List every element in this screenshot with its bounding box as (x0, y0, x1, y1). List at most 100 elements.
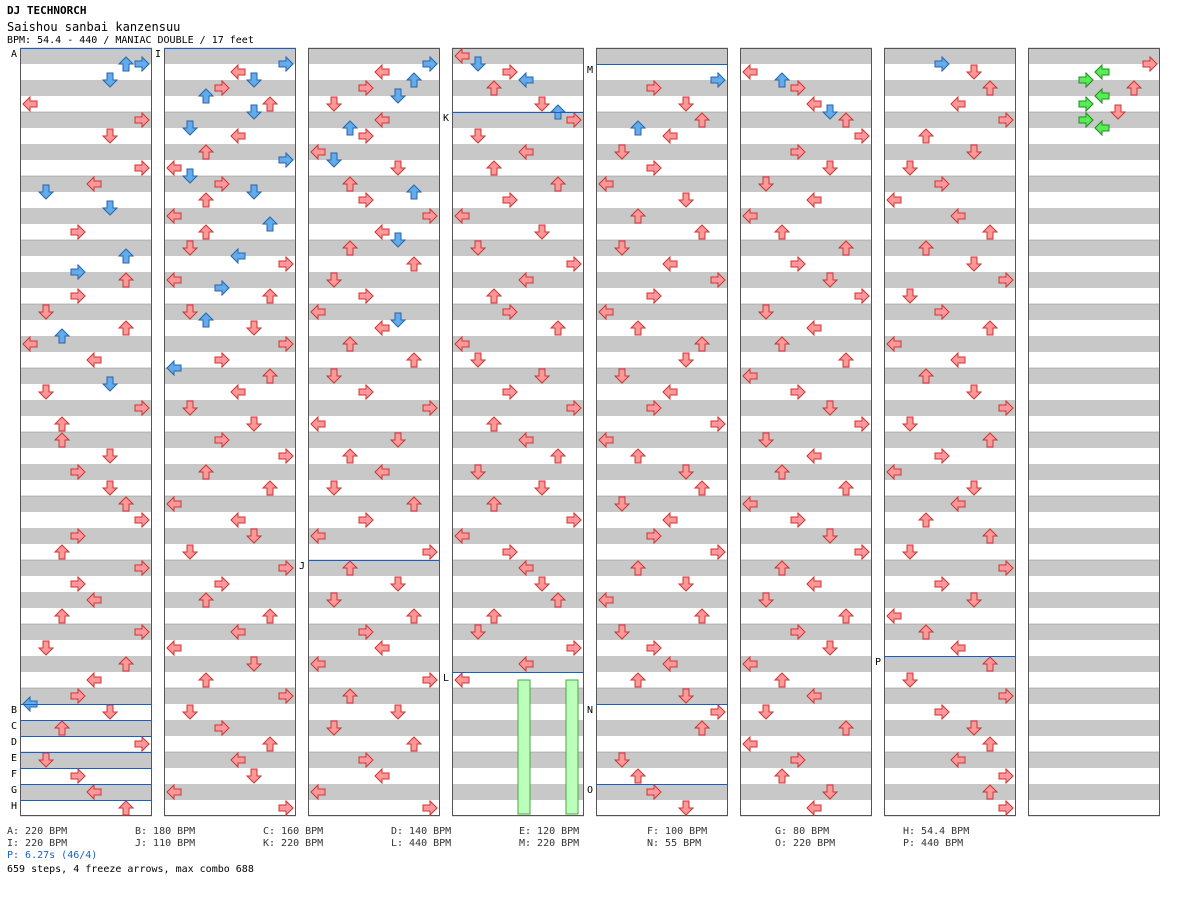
step-arrow (101, 72, 119, 88)
step-arrow (533, 576, 551, 592)
step-arrow (197, 224, 215, 240)
beat-stripe (596, 240, 728, 256)
beat-stripe (20, 240, 152, 256)
step-arrow (965, 720, 983, 736)
step-arrow (629, 208, 647, 224)
step-arrow (533, 368, 551, 384)
step-arrow (790, 511, 806, 529)
step-arrow (790, 143, 806, 161)
beat-stripe (20, 400, 152, 416)
step-arrow (86, 351, 102, 369)
beat-stripe (740, 496, 872, 512)
beat-stripe (164, 80, 296, 96)
beat-stripe (452, 176, 584, 192)
step-arrow (998, 687, 1014, 705)
beat-stripe (596, 144, 728, 160)
beat-stripe (452, 272, 584, 288)
step-arrow (790, 751, 806, 769)
beat-stripe (884, 496, 1016, 512)
beat-stripe (164, 400, 296, 416)
step-arrow (710, 71, 726, 89)
beat-stripe (596, 432, 728, 448)
beat-stripe (164, 784, 296, 800)
beat-stripe (740, 720, 872, 736)
step-arrow (485, 288, 503, 304)
beat-stripe (20, 144, 152, 160)
beat-stripe (740, 208, 872, 224)
column-border (884, 48, 1016, 816)
beat-stripe (1028, 624, 1160, 640)
beat-stripe (596, 112, 728, 128)
step-arrow (965, 592, 983, 608)
step-arrow (646, 639, 662, 657)
beat-stripe (452, 240, 584, 256)
step-arrow (261, 96, 279, 112)
step-arrow (693, 224, 711, 240)
step-arrow (181, 120, 199, 136)
step-arrow (358, 751, 374, 769)
beat-stripe (1028, 560, 1160, 576)
step-arrow (757, 304, 775, 320)
bpm-marker-label: L (443, 673, 449, 684)
step-arrow (358, 623, 374, 641)
step-arrow (197, 592, 215, 608)
beat-stripe (884, 272, 1016, 288)
step-arrow (197, 312, 215, 328)
step-arrow (37, 640, 55, 656)
step-arrow (101, 480, 119, 496)
step-arrow (677, 96, 695, 112)
beat-stripe (308, 688, 440, 704)
step-arrow (950, 495, 966, 513)
bpm-marker-label: C (11, 721, 17, 732)
beat-stripe (452, 496, 584, 512)
beat-stripe (1028, 496, 1160, 512)
step-arrow (230, 63, 246, 81)
beat-stripe (596, 368, 728, 384)
beat-stripe (596, 592, 728, 608)
step-arrow (389, 160, 407, 176)
step-arrow (278, 447, 294, 465)
step-arrow (662, 511, 678, 529)
step-arrow (374, 319, 390, 337)
step-arrow (166, 159, 182, 177)
step-arrow (358, 79, 374, 97)
step-arrow (374, 63, 390, 81)
beat-stripe (164, 528, 296, 544)
step-arrow (677, 800, 695, 816)
step-arrow (981, 736, 999, 752)
step-arrow (422, 207, 438, 225)
beat-stripe (308, 208, 440, 224)
step-arrow (950, 207, 966, 225)
step-arrow (854, 127, 870, 145)
step-arrow (806, 319, 822, 337)
step-arrow (454, 207, 470, 225)
step-arrow (278, 559, 294, 577)
beat-stripe (164, 144, 296, 160)
step-arrow (485, 80, 503, 96)
step-arrow (1078, 111, 1094, 129)
beat-stripe (20, 176, 152, 192)
beat-stripe (20, 528, 152, 544)
step-arrow (389, 576, 407, 592)
step-arrow (965, 384, 983, 400)
step-arrow (757, 704, 775, 720)
step-arrow (485, 496, 503, 512)
step-arrow (325, 368, 343, 384)
step-arrow (981, 784, 999, 800)
beat-stripe (20, 80, 152, 96)
beat-stripe (740, 656, 872, 672)
beat-stripe (1028, 528, 1160, 544)
column-border (596, 48, 728, 816)
beat-stripe (308, 240, 440, 256)
step-arrow (422, 55, 438, 73)
beat-stripe (452, 80, 584, 96)
step-arrow (613, 752, 631, 768)
step-arrow (341, 176, 359, 192)
step-arrow (773, 560, 791, 576)
step-arrow (646, 527, 662, 545)
step-arrow (374, 223, 390, 241)
beat-stripe (740, 592, 872, 608)
step-arrow (53, 720, 71, 736)
beat-stripe (308, 176, 440, 192)
step-arrow (677, 688, 695, 704)
